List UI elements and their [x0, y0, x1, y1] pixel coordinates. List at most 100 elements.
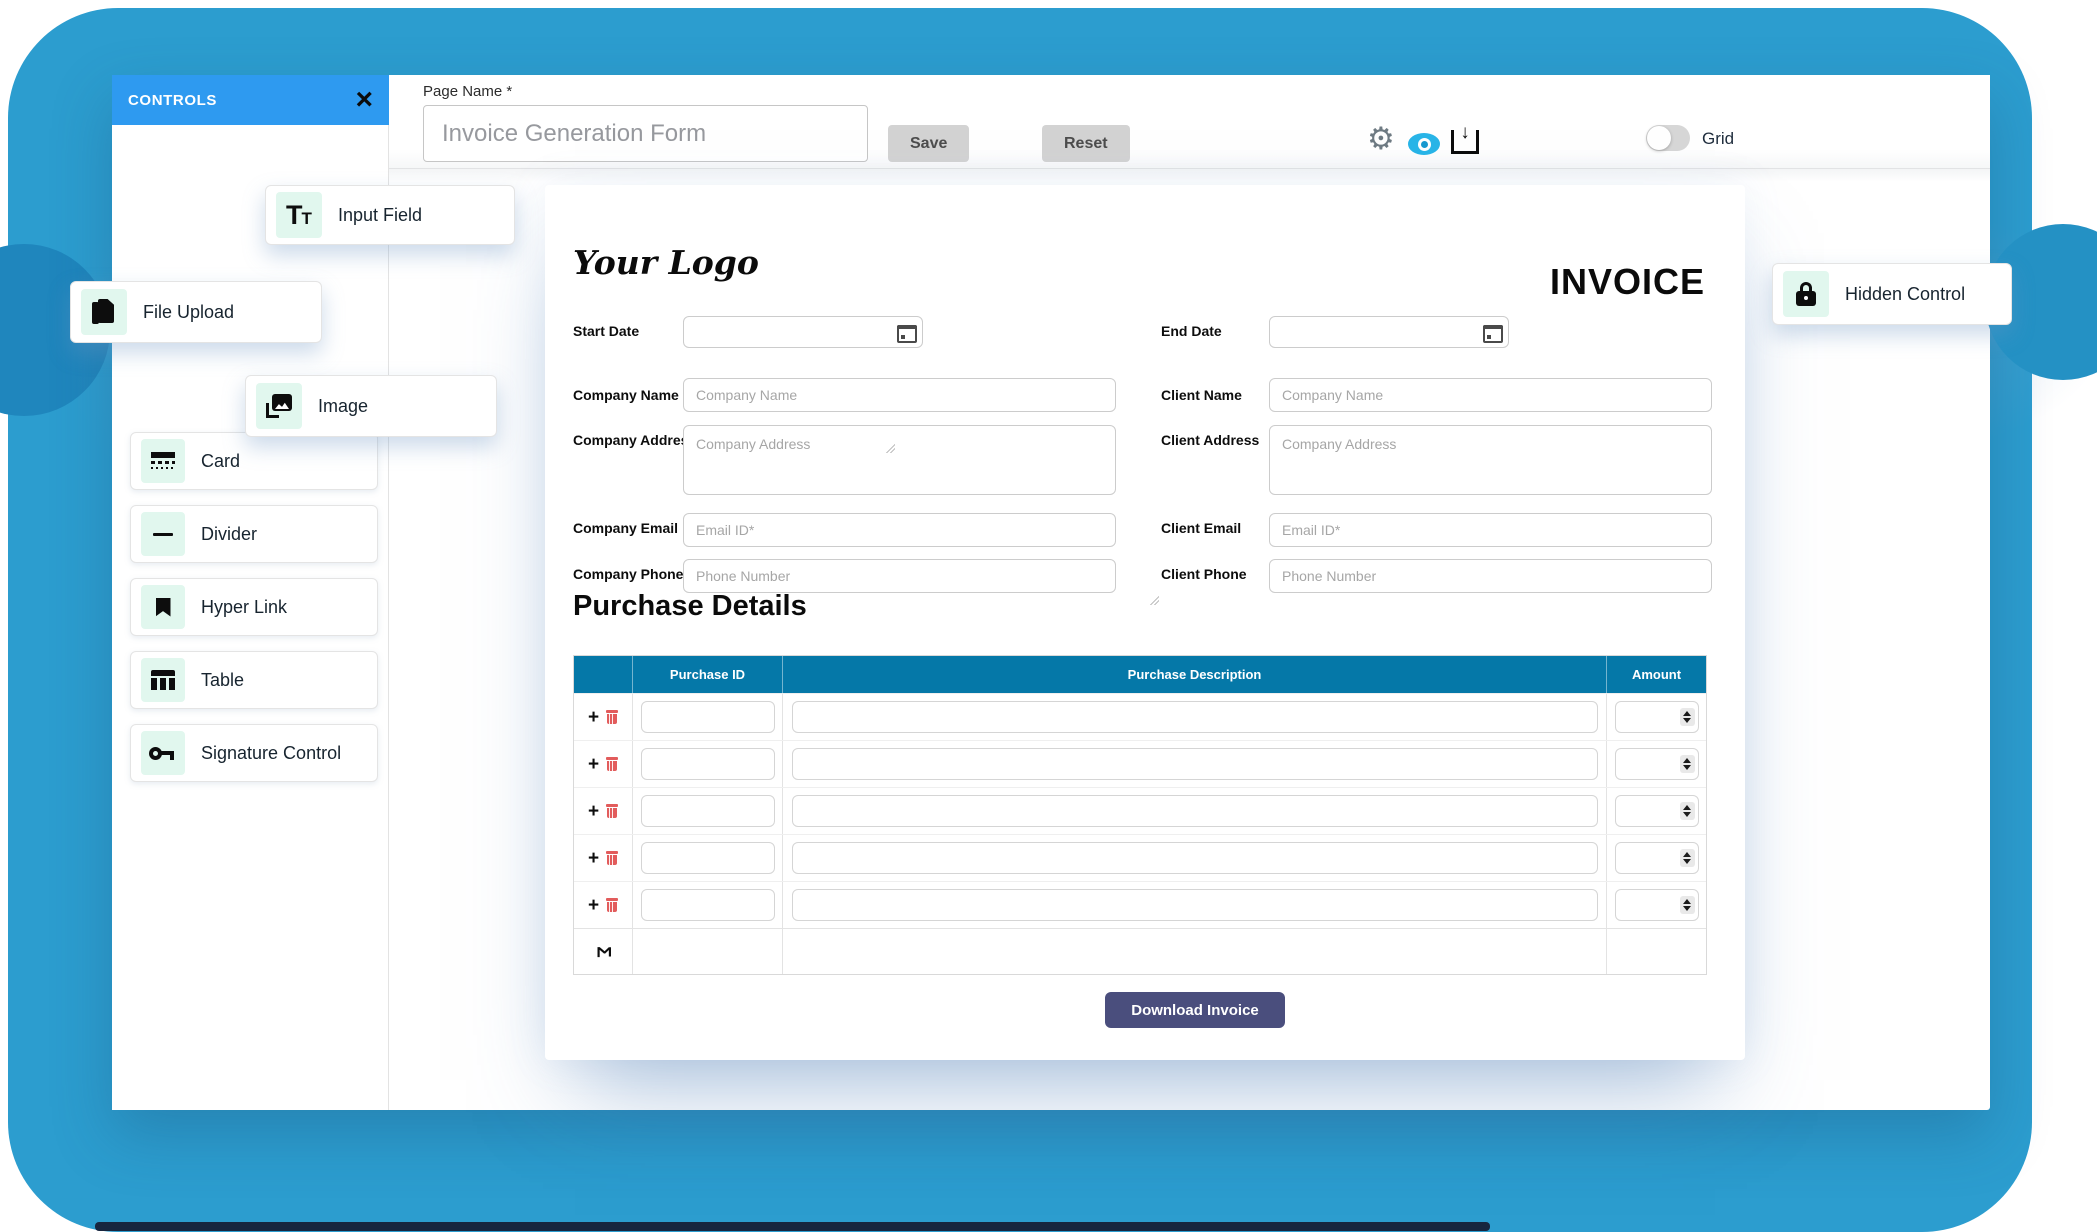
floating-control-input-field[interactable]: Input Field — [265, 185, 515, 245]
row-actions-cell: + — [574, 694, 632, 740]
divider-icon — [153, 532, 173, 536]
resize-handle-icon[interactable] — [1150, 596, 1159, 605]
page-name-label: Page Name * — [423, 83, 513, 100]
sidebar-item-signature-control[interactable]: Signature Control — [130, 724, 378, 782]
amount-input[interactable] — [1614, 748, 1699, 780]
purchase-table: Purchase ID Purchase Description Amount … — [573, 655, 1707, 975]
sidebar-item-card[interactable]: Card — [130, 432, 378, 490]
icon-tile — [141, 512, 185, 556]
amount-cell — [1606, 835, 1706, 881]
grid-toggle[interactable] — [1646, 125, 1690, 151]
floating-control-label: File Upload — [143, 301, 235, 322]
floating-control-hidden-control[interactable]: Hidden Control — [1772, 263, 2012, 325]
row-actions-cell: + — [574, 882, 632, 928]
invoice-title: INVOICE — [1549, 261, 1705, 302]
purchase-description-input[interactable] — [791, 889, 1598, 921]
preview-eye-icon[interactable] — [1408, 133, 1440, 155]
client-phone-input[interactable] — [1269, 559, 1712, 593]
controls-panel-title: CONTROLS — [128, 91, 217, 109]
table-columns-icon — [151, 670, 175, 690]
floating-control-image[interactable]: Image — [245, 375, 497, 437]
purchase-id-cell — [632, 882, 782, 928]
end-date-label: End Date — [1161, 323, 1222, 339]
reset-button[interactable]: Reset — [1042, 125, 1130, 162]
client-email-input[interactable] — [1269, 513, 1712, 547]
purchase-description-cell — [782, 882, 1606, 928]
amount-input[interactable] — [1614, 842, 1699, 874]
purchase-id-cell — [632, 741, 782, 787]
end-date-input[interactable] — [1269, 316, 1509, 348]
number-spinner-icon[interactable] — [1679, 896, 1695, 914]
download-invoice-button[interactable]: Download Invoice — [1105, 992, 1285, 1028]
purchase-id-input[interactable] — [640, 842, 775, 874]
add-row-icon[interactable]: + — [587, 706, 600, 728]
calendar-icon[interactable] — [897, 325, 917, 343]
icon-tile — [141, 658, 185, 702]
row-actions-cell: + — [574, 788, 632, 834]
delete-row-trash-icon[interactable] — [606, 757, 619, 771]
resize-handle-icon[interactable] — [886, 444, 895, 453]
floating-control-file-upload[interactable]: File Upload — [70, 281, 322, 343]
number-spinner-icon[interactable] — [1679, 802, 1695, 820]
add-row-icon[interactable]: + — [587, 894, 600, 916]
company-address-label: Company Address — [573, 432, 697, 448]
delete-row-trash-icon[interactable] — [606, 710, 619, 724]
purchase-id-input[interactable] — [640, 748, 775, 780]
purchase-details-heading: Purchase Details — [573, 590, 807, 622]
invoice-form-panel: Your Logo INVOICE Start Date End Date Co… — [545, 185, 1745, 1060]
purchase-id-input[interactable] — [640, 889, 775, 921]
export-download-icon[interactable]: ↓ — [1451, 123, 1479, 154]
delete-row-trash-icon[interactable] — [606, 898, 619, 912]
calendar-icon[interactable] — [1483, 325, 1503, 343]
company-phone-input[interactable] — [683, 559, 1116, 593]
company-name-label: Company Name — [573, 387, 679, 403]
amount-cell — [1606, 694, 1706, 740]
footer-cell — [782, 929, 1606, 974]
client-address-textarea[interactable] — [1269, 425, 1712, 495]
purchase-id-cell — [632, 694, 782, 740]
add-row-icon[interactable]: + — [587, 847, 600, 869]
number-spinner-icon[interactable] — [1679, 755, 1695, 773]
sidebar-item-divider[interactable]: Divider — [130, 505, 378, 563]
table-row: + — [574, 881, 1706, 928]
delete-row-trash-icon[interactable] — [606, 804, 619, 818]
purchase-id-cell — [632, 835, 782, 881]
sidebar-item-table[interactable]: Table — [130, 651, 378, 709]
company-logo-text: Your Logo — [573, 243, 759, 282]
client-email-label: Client Email — [1161, 520, 1242, 536]
settings-gear-icon[interactable]: ⚙ — [1367, 121, 1395, 156]
controls-panel-header: CONTROLS × — [112, 75, 389, 125]
purchase-id-cell — [632, 788, 782, 834]
purchase-description-input[interactable] — [791, 795, 1598, 827]
company-email-input[interactable] — [683, 513, 1116, 547]
amount-input[interactable] — [1614, 701, 1699, 733]
purchase-id-input[interactable] — [640, 701, 775, 733]
add-row-icon[interactable]: + — [587, 800, 600, 822]
purchase-description-input[interactable] — [791, 748, 1598, 780]
start-date-input[interactable] — [683, 316, 923, 348]
purchase-description-input[interactable] — [791, 701, 1598, 733]
company-email-label: Company Email — [573, 520, 679, 536]
image-icon — [266, 394, 292, 418]
floating-control-label: Hidden Control — [1845, 283, 1966, 304]
purchase-id-input[interactable] — [640, 795, 775, 827]
header-cell-purchase-id: Purchase ID — [632, 656, 782, 693]
amount-cell — [1606, 741, 1706, 787]
purchase-description-input[interactable] — [791, 842, 1598, 874]
page-name-input[interactable] — [423, 105, 868, 162]
toolbar: Page Name * Save Reset ⚙ ↓ Grid — [389, 75, 1990, 182]
table-row: + — [574, 834, 1706, 881]
number-spinner-icon[interactable] — [1679, 708, 1695, 726]
company-address-textarea[interactable] — [683, 425, 1116, 495]
icon-tile — [276, 192, 322, 238]
add-row-icon[interactable]: + — [587, 753, 600, 775]
file-copy-icon — [92, 299, 116, 325]
close-icon[interactable]: × — [355, 83, 373, 116]
delete-row-trash-icon[interactable] — [606, 851, 619, 865]
sidebar-item-hyper-link[interactable]: Hyper Link — [130, 578, 378, 636]
client-name-input[interactable] — [1269, 378, 1712, 412]
save-button[interactable]: Save — [888, 125, 970, 162]
company-phone-label: Company Phone — [573, 566, 684, 582]
number-spinner-icon[interactable] — [1679, 849, 1695, 867]
company-name-input[interactable] — [683, 378, 1116, 412]
